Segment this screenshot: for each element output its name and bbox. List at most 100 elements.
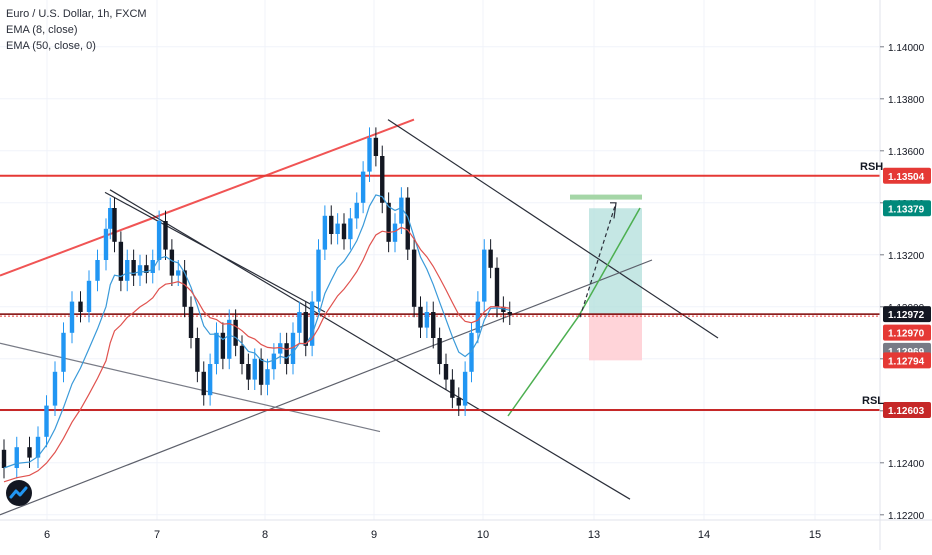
tradingview-mark-icon [9, 486, 28, 499]
y-tick-label-1: 1.12400 [888, 459, 925, 470]
candle-body-20 [156, 221, 162, 260]
candle-body-75 [507, 312, 512, 315]
price-badge-text-5: 1.12794 [888, 356, 925, 367]
candle-body-26 [195, 338, 200, 372]
candle-body-60 [411, 249, 417, 307]
projection-arrow [579, 202, 617, 318]
price-badge-0 [883, 167, 931, 184]
price-badge-6 [883, 402, 931, 419]
candle-body-49 [341, 223, 347, 240]
candle-body-65 [443, 364, 449, 380]
candle-body-35 [252, 358, 257, 380]
candle-body-13 [112, 208, 117, 242]
candle-body-17 [137, 265, 143, 276]
trend-upper-channel [0, 118, 415, 277]
x-tick-label-6: 14 [698, 529, 710, 541]
price-badge-text-3: 1.12970 [888, 329, 925, 340]
projection-arrow-head [610, 202, 617, 219]
y-tick-label-7: 1.13600 [888, 147, 925, 158]
candle-body-28 [207, 364, 213, 396]
candle-body-57 [392, 223, 398, 242]
candle-body-29 [214, 332, 219, 364]
price-badge-text-2: 1.12972 [888, 310, 925, 321]
price-badge-text-6: 1.12603 [888, 406, 925, 417]
trend-desc-main-lower [109, 189, 631, 500]
candle-body-69 [469, 332, 474, 372]
candle-body-67 [456, 397, 461, 406]
x-tick-label-2: 8 [262, 529, 268, 541]
candle-body-1 [14, 447, 19, 468]
candle-body-56 [386, 202, 391, 242]
candle-body-71 [482, 249, 487, 302]
candle-body-48 [335, 223, 340, 234]
x-tick-label-0: 6 [44, 529, 50, 541]
x-tick-label-1: 7 [154, 529, 160, 541]
candle-body-39 [278, 343, 283, 354]
candle-body-41 [290, 332, 296, 364]
ema-slow-line [3, 226, 510, 483]
candle-body-9 [86, 280, 92, 312]
candle-body-43 [303, 312, 308, 346]
candle-body-10 [95, 260, 100, 281]
candle-body-40 [284, 343, 289, 364]
candle-body-3 [35, 436, 41, 458]
candle-body-16 [131, 260, 136, 276]
candle-body-46 [322, 215, 328, 250]
price-axis-bg [880, 0, 932, 550]
candle-body-54 [373, 137, 379, 156]
candle-body-53 [367, 137, 372, 172]
candle-body-18 [144, 265, 149, 273]
candle-body-44 [309, 301, 315, 346]
candle-body-70 [475, 301, 481, 333]
label-rsl: RSL [862, 395, 884, 407]
candle-body-32 [233, 319, 238, 346]
candle-body-34 [246, 364, 251, 380]
tradingview-logo-icon[interactable] [6, 480, 32, 506]
price-badge-text-1: 1.13379 [888, 204, 925, 215]
ema-slow-label: EMA (50, close, 0) [6, 40, 96, 52]
ema-fast-label: EMA (8, close) [6, 24, 78, 36]
candle-body-72 [488, 249, 493, 268]
y-tick-label-5: 1.13200 [888, 251, 925, 262]
green-rising-1 [507, 316, 579, 417]
candle-body-73 [494, 267, 500, 307]
target-zone [589, 208, 642, 315]
candle-body-30 [220, 332, 226, 359]
candle-body-61 [418, 306, 423, 328]
stop-zone [589, 314, 642, 361]
candle-body-8 [78, 301, 83, 312]
y-tick-label-0: 1.12200 [888, 511, 925, 522]
ema-fast-line [3, 194, 510, 469]
candle-body-51 [354, 202, 359, 219]
candle-body-58 [399, 197, 404, 224]
candle-body-23 [176, 270, 181, 276]
candle-body-37 [265, 369, 270, 385]
candle-body-38 [271, 353, 277, 370]
x-tick-label-7: 15 [809, 529, 821, 541]
candle-body-5 [52, 371, 58, 406]
candle-body-52 [360, 171, 366, 203]
y-tick-label-9: 1.14000 [888, 43, 925, 54]
target-marker [570, 194, 642, 200]
candle-body-0 [1, 449, 7, 468]
candle-body-22 [169, 249, 175, 276]
candle-body-12 [108, 208, 113, 229]
candle-body-24 [182, 270, 187, 307]
chart-legend: Euro / U.S. Dollar, 1h, FXCM EMA (8, clo… [6, 6, 147, 54]
x-tick-label-4: 10 [477, 529, 489, 541]
price-badge-3 [883, 324, 931, 341]
candle-body-25 [188, 306, 194, 338]
x-tick-label-3: 9 [371, 529, 377, 541]
candle-body-45 [316, 249, 321, 302]
candle-body-50 [348, 218, 353, 240]
candle-body-59 [405, 197, 410, 250]
candle-body-68 [462, 371, 468, 406]
label-rsh: RSH [860, 161, 883, 173]
candle-body-47 [329, 215, 334, 234]
price-badge-2 [883, 306, 931, 323]
candle-body-14 [118, 241, 124, 281]
candle-body-42 [297, 312, 302, 333]
price-badge-text-0: 1.13504 [888, 172, 925, 183]
